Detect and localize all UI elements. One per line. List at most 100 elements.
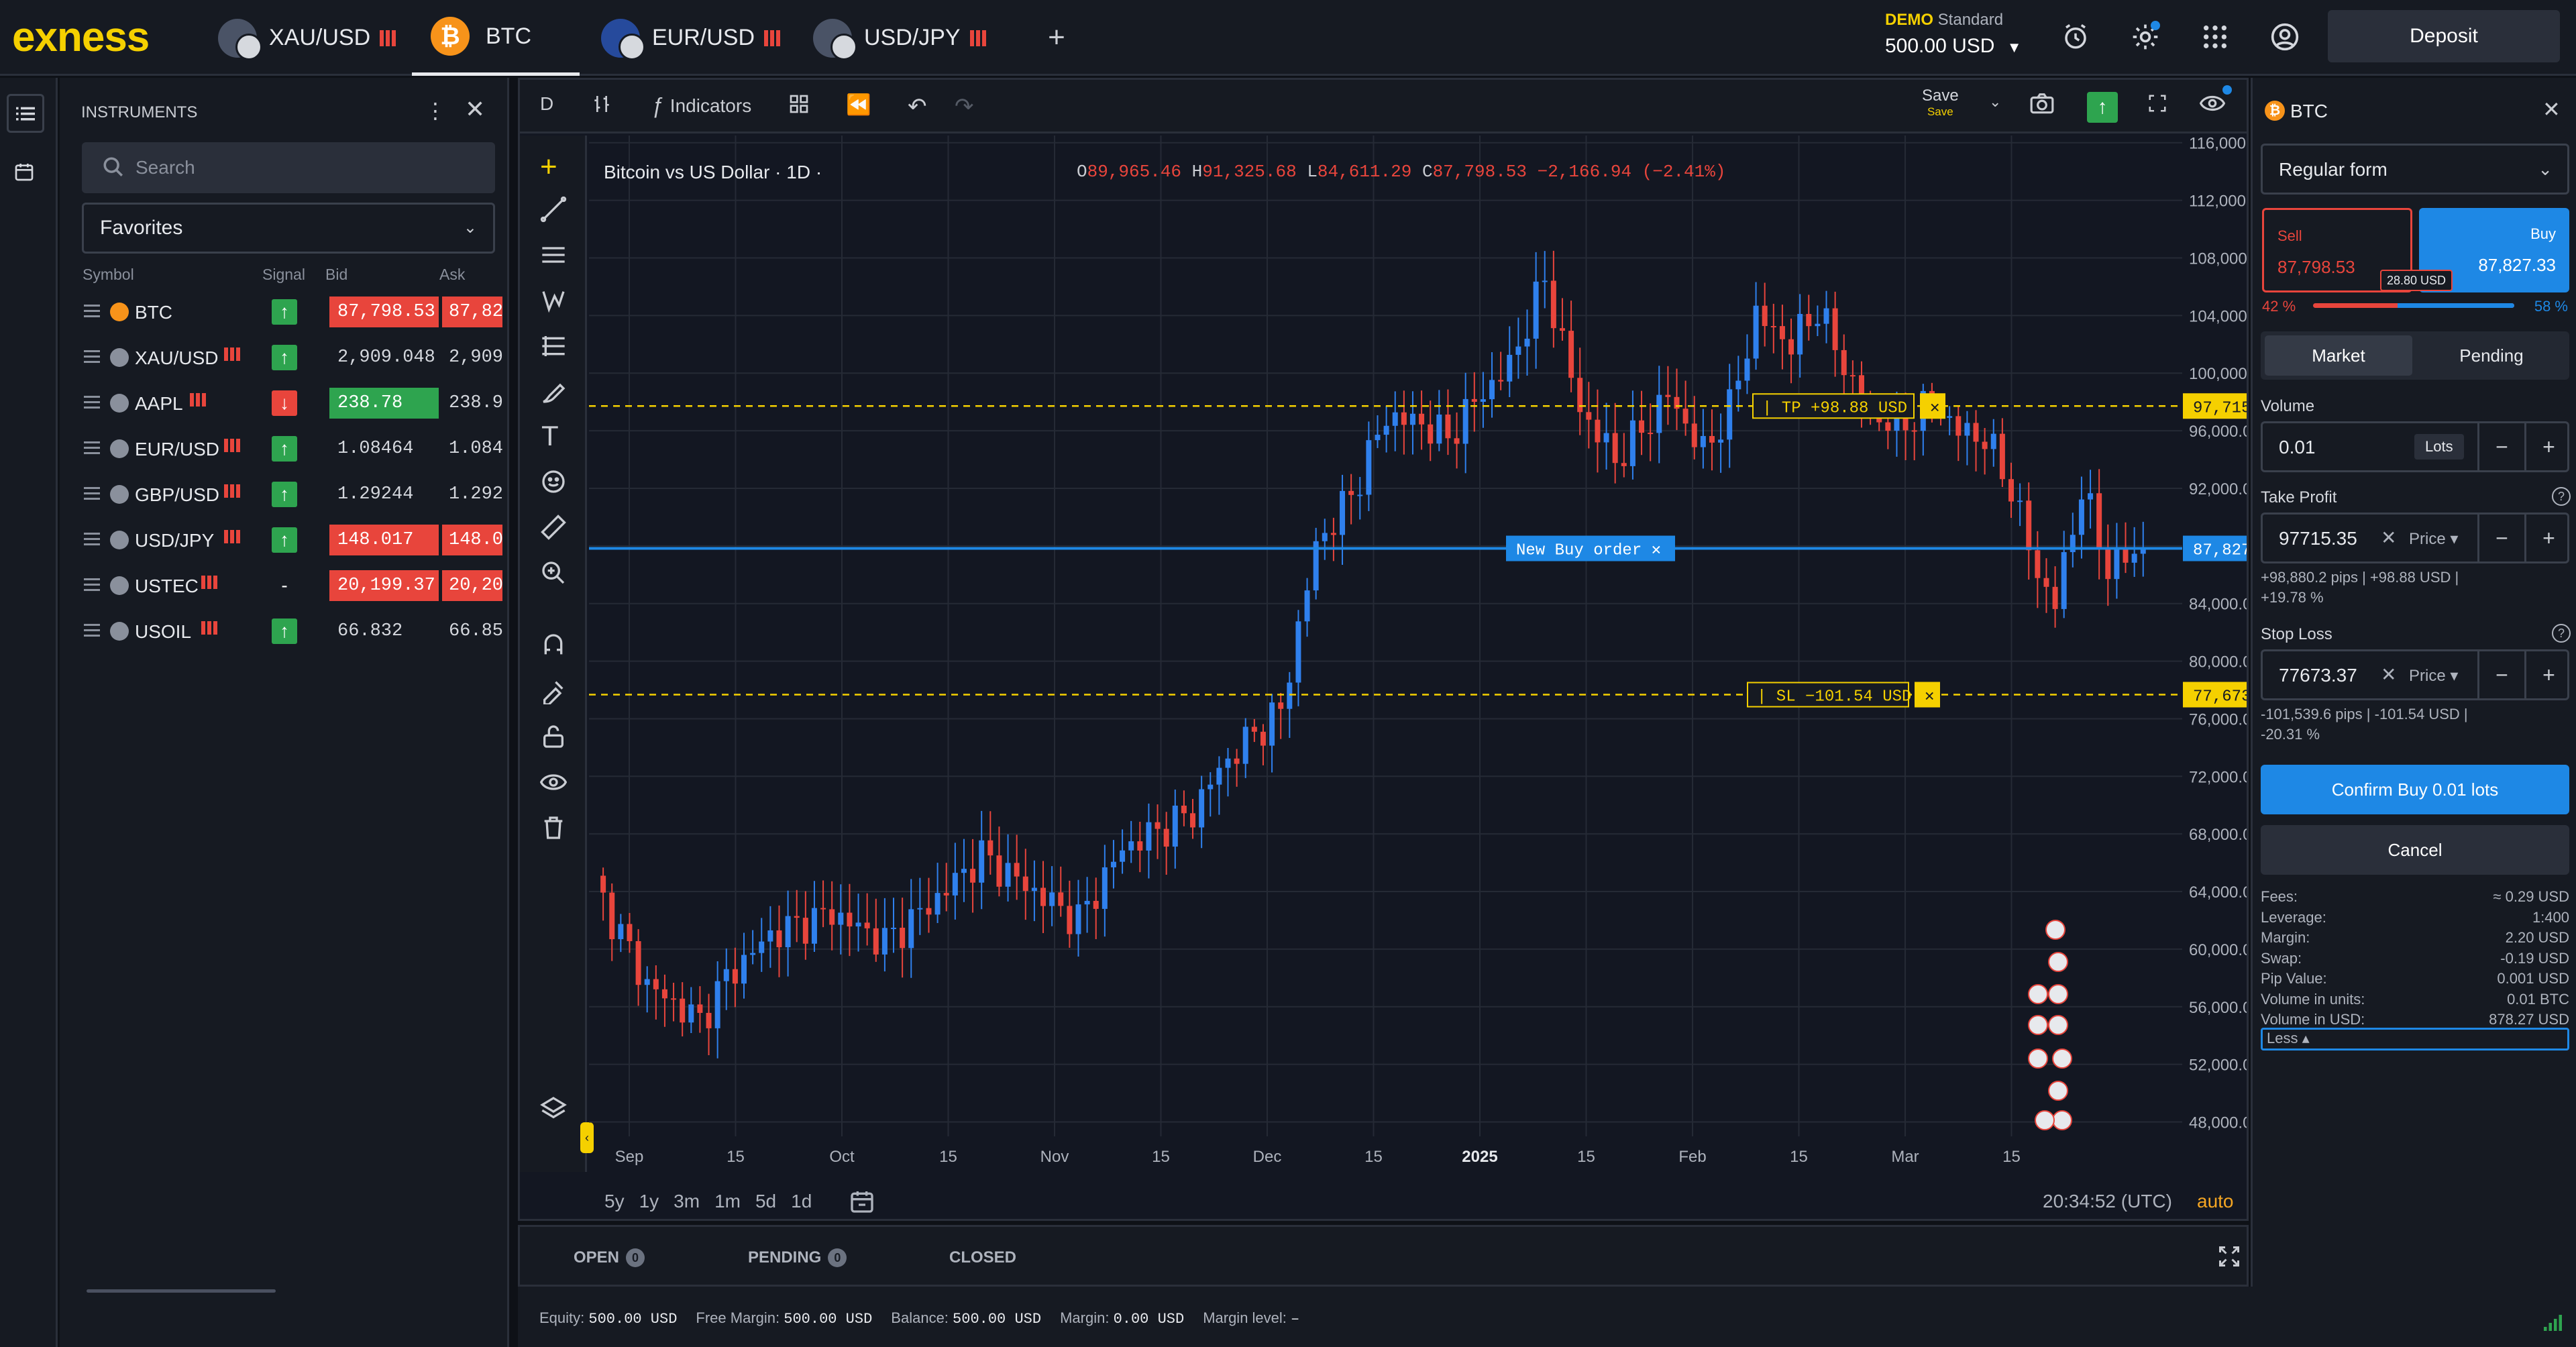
brush-icon[interactable] — [540, 378, 567, 409]
range-5d[interactable]: 5d — [755, 1191, 777, 1211]
bid-price[interactable]: 66.832 — [337, 621, 403, 641]
list-item[interactable]: GBP/USD ↑ 1.29244 1.292 — [60, 472, 509, 518]
sl-mode-select[interactable]: Price ▾ — [2409, 667, 2459, 685]
magnet-icon[interactable] — [540, 632, 567, 662]
signal-icon[interactable]: ↑ — [272, 345, 297, 370]
ask-price[interactable]: 1.084 — [449, 439, 502, 459]
bid-price[interactable]: 1.29244 — [337, 484, 414, 504]
drag-handle-icon[interactable] — [84, 396, 100, 398]
info-icon[interactable]: ? — [2552, 487, 2571, 506]
tab-eurusd[interactable]: EUR/USD — [601, 0, 781, 76]
zoom-in-icon[interactable] — [540, 559, 567, 590]
drag-handle-icon[interactable] — [84, 533, 100, 535]
bid-price[interactable]: 148.017 — [329, 525, 439, 555]
list-item[interactable]: EUR/USD ↑ 1.08464 1.084 — [60, 427, 509, 472]
bid-price[interactable]: 87,798.53 — [329, 297, 439, 327]
ask-price[interactable]: 20,20 — [442, 570, 502, 601]
drag-handle-icon[interactable] — [84, 441, 100, 443]
sl-increment-button[interactable]: + — [2524, 651, 2571, 698]
auto-scale-button[interactable]: auto — [2197, 1191, 2234, 1211]
volume-increment-button[interactable]: + — [2524, 423, 2571, 470]
ask-price[interactable]: 238.9 — [449, 393, 502, 413]
price-chart[interactable]: 116,000.00 112,000.00 108,000.00 104,000.00… — [589, 136, 2247, 1172]
drag-handle-icon[interactable] — [84, 624, 100, 626]
settings-gear-icon[interactable] — [2127, 18, 2164, 56]
deposit-button[interactable]: Deposit — [2328, 10, 2560, 62]
list-item[interactable]: BTC ↑ 87,798.53 87,82 — [60, 290, 509, 335]
tab-open[interactable]: OPEN 0 — [574, 1248, 645, 1267]
drag-handle-icon[interactable] — [84, 350, 100, 352]
volume-decrement-button[interactable]: − — [2477, 423, 2524, 470]
list-item[interactable]: USTEC - 20,199.37 20,20 — [60, 563, 509, 609]
drag-handle-icon[interactable] — [84, 305, 100, 307]
sl-decrement-button[interactable]: − — [2477, 651, 2524, 698]
alarm-clock-icon[interactable] — [2057, 18, 2094, 56]
less-toggle-button[interactable]: Less ▴ — [2261, 1028, 2569, 1050]
camera-icon[interactable] — [2029, 93, 2055, 115]
search-input[interactable]: Search — [82, 142, 495, 193]
ask-price[interactable]: 2,909 — [449, 347, 502, 368]
list-item[interactable]: USOIL ↑ 66.832 66.85 — [60, 609, 509, 655]
signal-icon[interactable]: ↑ — [272, 299, 297, 325]
trend-line-icon[interactable] — [540, 196, 567, 226]
ask-price[interactable]: 66.85 — [449, 621, 502, 641]
timeframe-button[interactable]: D — [540, 93, 554, 114]
add-tab-plus-icon[interactable]: + — [1048, 21, 1065, 54]
confirm-buy-button[interactable]: Confirm Buy 0.01 lots — [2261, 765, 2569, 814]
info-icon[interactable]: ? — [2552, 624, 2571, 643]
signal-up-icon[interactable]: ↑ — [2087, 92, 2118, 123]
pending-tab[interactable]: Pending — [2459, 345, 2524, 366]
calendar-icon[interactable] — [13, 161, 35, 186]
close-icon[interactable]: ✕ — [2542, 97, 2561, 121]
replay-rewind-icon[interactable]: ⏪ — [846, 94, 871, 116]
trash-icon[interactable] — [540, 814, 567, 845]
signal-icon[interactable]: ↑ — [272, 618, 297, 644]
account-type[interactable]: DEMO Standard — [1885, 11, 2003, 30]
clear-icon[interactable]: ✕ — [2381, 664, 2397, 685]
undo-icon[interactable]: ↶ — [908, 94, 927, 119]
order-form-dropdown[interactable]: Regular form ⌄ — [2261, 144, 2569, 195]
instruments-list-icon[interactable] — [7, 94, 44, 133]
ask-price[interactable]: 1.292 — [449, 484, 502, 504]
emoji-icon[interactable] — [540, 468, 567, 498]
more-vertical-icon[interactable]: ⋮ — [425, 99, 446, 123]
bar-type-icon[interactable] — [591, 93, 612, 115]
list-item[interactable]: AAPL ↓ 238.78 238.9 — [60, 381, 509, 427]
layers-icon[interactable] — [540, 1095, 567, 1125]
crosshair-icon[interactable]: + — [540, 150, 557, 183]
signal-icon[interactable]: ↓ — [272, 390, 297, 416]
tab-btc[interactable]: ₿ BTC — [412, 0, 580, 76]
stop-loss-input[interactable]: 77673.37 ✕ Price ▾ − + — [2261, 649, 2569, 700]
fib-retracement-icon[interactable] — [540, 333, 567, 363]
clear-icon[interactable]: ✕ — [2381, 527, 2397, 548]
signal-icon[interactable]: ↑ — [272, 436, 297, 462]
bid-price[interactable]: 20,199.37 — [329, 570, 439, 601]
tab-pending[interactable]: PENDING 0 — [748, 1248, 847, 1267]
ask-price[interactable]: 148.0 — [442, 525, 502, 555]
bid-price[interactable]: 2,909.048 — [337, 347, 435, 368]
signal-icon[interactable]: ↑ — [272, 482, 297, 507]
close-icon[interactable]: ✕ — [465, 95, 486, 123]
tab-usdjpy[interactable]: USD/JPY — [813, 0, 986, 76]
tab-closed[interactable]: CLOSED — [949, 1248, 1016, 1267]
ask-price[interactable]: 87,82 — [442, 297, 502, 327]
range-1d[interactable]: 1d — [791, 1191, 812, 1211]
expand-icon[interactable] — [2217, 1244, 2241, 1272]
chevron-down-icon[interactable]: ⌄ — [1989, 93, 2002, 110]
range-5y[interactable]: 5y — [604, 1191, 625, 1211]
fullscreen-icon[interactable] — [2147, 93, 2167, 113]
drag-handle-icon[interactable] — [84, 578, 100, 580]
redo-icon[interactable]: ↷ — [955, 94, 974, 119]
profile-icon[interactable] — [2266, 18, 2304, 56]
volume-unit[interactable]: Lots — [2414, 434, 2464, 460]
horizontal-scrollbar[interactable] — [87, 1289, 276, 1293]
range-1m[interactable]: 1m — [714, 1191, 741, 1211]
tp-increment-button[interactable]: + — [2524, 515, 2571, 561]
tp-decrement-button[interactable]: − — [2477, 515, 2524, 561]
list-item[interactable]: USD/JPY ↑ 148.017 148.0 — [60, 518, 509, 563]
layout-grid-icon[interactable] — [788, 93, 810, 115]
save-button[interactable]: Save Save — [1922, 87, 1959, 119]
date-range-calendar-icon[interactable] — [849, 1188, 875, 1218]
tp-mode-select[interactable]: Price ▾ — [2409, 530, 2459, 548]
lock-icon[interactable] — [540, 723, 567, 753]
